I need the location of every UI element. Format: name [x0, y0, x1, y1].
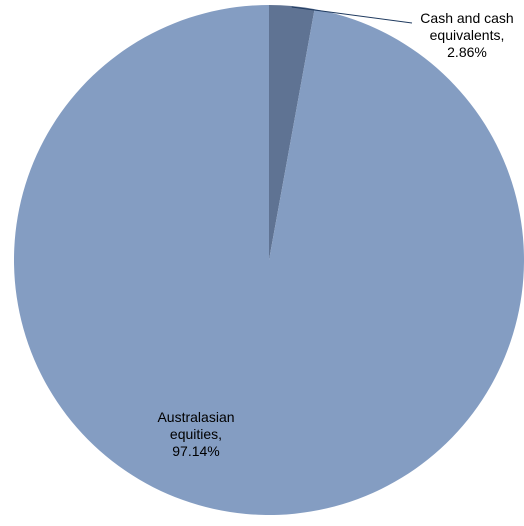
- pie-labels: Cash and cash equivalents, 2.86% Australasi…: [157, 6, 514, 459]
- slice-label-1-line-2: 97.14%: [172, 443, 219, 459]
- slice-label-1-line-1: equities,: [170, 426, 222, 442]
- leader-line-0: [291, 6, 413, 24]
- slice-label-0-line-2: 2.86%: [447, 44, 487, 60]
- slice-label-1: Australasian equities, 97.14%: [157, 409, 234, 459]
- pie-slices: [14, 5, 524, 515]
- pie-slice-0: [269, 5, 315, 260]
- pie-slice-1: [14, 5, 524, 515]
- slice-label-0-line-0: Cash and cash: [420, 10, 513, 26]
- slice-label-1-line-0: Australasian: [157, 409, 234, 425]
- slice-label-0-line-1: equivalents,: [430, 27, 505, 43]
- slice-label-0: Cash and cash equivalents, 2.86%: [420, 10, 513, 60]
